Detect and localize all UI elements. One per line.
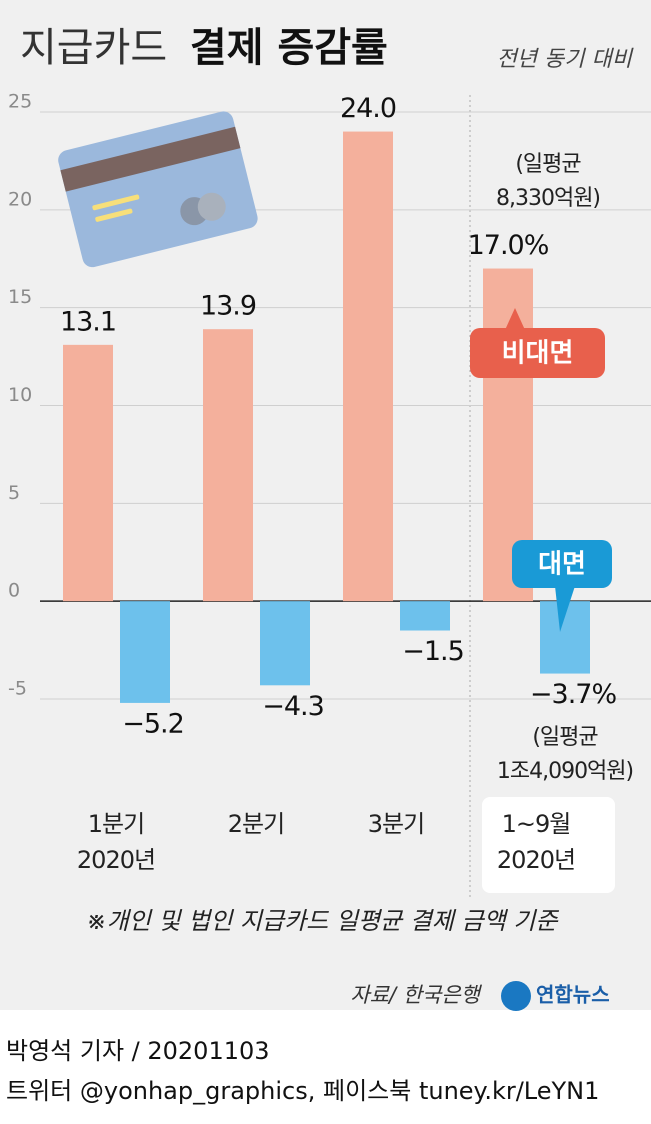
value-label: −4.3	[262, 691, 324, 722]
y-tick-label: 25	[8, 91, 32, 113]
bar	[203, 329, 253, 602]
y-tick-label: 5	[8, 482, 20, 504]
value-label: 24.0	[340, 93, 396, 124]
title-regular: 지급카드	[20, 25, 167, 71]
credit-line: 박영석 기자 / 20201103	[6, 1037, 270, 1065]
legend-callout	[512, 540, 612, 588]
bar	[260, 601, 310, 686]
subtitle: 전년 동기 대비	[497, 47, 634, 72]
logo-text: 연합뉴스	[536, 983, 610, 1007]
value-label: 17.0%	[468, 230, 549, 261]
title-bold: 결제 증감률	[190, 25, 388, 71]
footnote: ※개인 및 법인 지급카드 일평균 결제 금액 기준	[87, 907, 560, 935]
plot-area: -5 0 5 10 15 20 25 13.1 13.9 24.0 17.0% −5.2 −4.3 −1.…	[8, 91, 651, 739]
bar	[120, 601, 170, 703]
y-tick-label: 20	[8, 188, 32, 210]
period-highlight	[482, 797, 615, 893]
x-tick-label: 1분기	[88, 810, 144, 838]
x-tick-label: 1~9월	[502, 810, 571, 838]
source: 자료/ 한국은행	[350, 983, 482, 1007]
x-tick-label: 2020년	[497, 846, 575, 874]
annotation: (일평균	[515, 152, 581, 177]
chart-title: 지급카드 결제 증감률	[20, 25, 388, 71]
credit-line: 트위터 @yonhap_graphics, 페이스북 tuney.kr/LeYN…	[6, 1077, 599, 1105]
legend-label: 대면	[538, 550, 586, 580]
legend-callout-tail	[505, 308, 525, 330]
y-tick-label: -5	[8, 678, 27, 700]
annotation: 1조4,090억원)	[497, 759, 633, 784]
bar	[63, 344, 113, 602]
logo-mark	[501, 981, 531, 1011]
credit-background	[0, 1010, 651, 1124]
legend-callout	[470, 328, 605, 378]
y-tick-label: 15	[8, 286, 32, 308]
x-tick-label: 2분기	[228, 810, 284, 838]
x-tick-label: 3분기	[368, 810, 424, 838]
y-tick-label: 0	[8, 580, 20, 602]
x-tick-label: 2020년	[77, 846, 155, 874]
y-tick-label: 10	[8, 384, 32, 406]
bar	[400, 601, 450, 631]
value-label: 13.1	[60, 306, 116, 337]
annotation: 8,330억원)	[496, 186, 600, 211]
value-label: −3.7%	[530, 679, 617, 710]
card-icon	[58, 111, 258, 268]
value-label: −1.5	[402, 636, 464, 667]
legend-label: 비대면	[502, 339, 574, 369]
bar	[343, 131, 393, 602]
legend-callout-tail	[555, 586, 575, 632]
annotation: (일평균	[532, 725, 598, 750]
value-label: 13.9	[200, 291, 256, 322]
value-label: −5.2	[122, 708, 184, 739]
